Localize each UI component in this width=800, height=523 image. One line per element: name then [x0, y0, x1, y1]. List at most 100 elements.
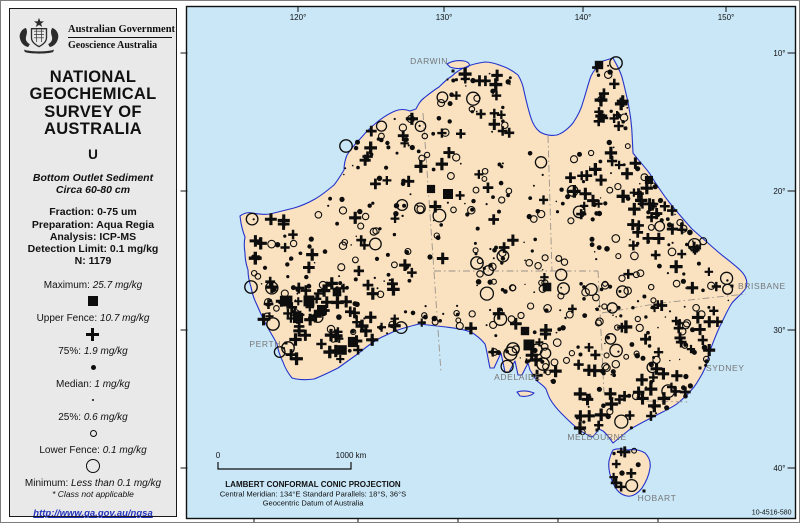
sample-plus: [362, 151, 373, 162]
sample-tiny-dot: [492, 257, 495, 260]
sample-dot: [638, 190, 642, 195]
sample-circle-large: [604, 333, 617, 345]
sample-circle-large: [265, 281, 279, 295]
sample-plus: [667, 205, 678, 216]
sample-plus: [628, 240, 639, 251]
sample-plus: [574, 410, 587, 422]
sample-tiny-dot: [589, 166, 591, 168]
sample-tiny-dot: [610, 172, 612, 175]
sample-plus: [531, 369, 543, 381]
sample-dot: [473, 241, 477, 245]
sample-dot: [667, 243, 671, 247]
sample-tiny-dot: [343, 173, 345, 176]
lat-label: 10°: [773, 49, 785, 58]
sample-plus: [653, 347, 664, 357]
sample-plus: [249, 235, 262, 247]
sample-plus: [248, 251, 262, 265]
sample-circle-small: [587, 149, 595, 157]
sample-plus: [604, 387, 617, 400]
sample-tiny-dot: [532, 184, 535, 187]
sample-circle-small: [697, 310, 706, 319]
city-label-melbourne: MELBOURNE: [567, 432, 626, 442]
sample-dot: [270, 286, 277, 293]
sample-plus: [435, 157, 448, 171]
sample-plus: [667, 382, 676, 392]
sample-dot: [409, 144, 415, 151]
sample-dot: [498, 180, 504, 186]
sample-circle-small: [552, 338, 562, 347]
sample-dot: [376, 175, 383, 181]
sample-dot: [582, 313, 588, 318]
sample-tiny-dot: [612, 314, 614, 317]
sample-circle-small: [505, 187, 513, 195]
sample-plus: [417, 318, 426, 327]
sample-circle-small: [603, 352, 610, 359]
sample-circle-small: [647, 223, 655, 231]
sample-plus: [604, 146, 618, 160]
sample-tiny-dot: [464, 202, 466, 205]
sample-dot: [560, 325, 566, 331]
sample-circle-small: [631, 447, 638, 454]
sample-dot: [308, 236, 314, 242]
sample-circle-small: [250, 269, 258, 277]
map-title: NATIONAL GEOCHEMICAL SURVEY OF AUSTRALIA: [29, 68, 157, 138]
sample-plus: [309, 309, 322, 323]
sample-dot: [386, 272, 391, 277]
sample-plus: [359, 154, 371, 166]
sample-square-maximum: [426, 184, 436, 194]
sample-plus: [366, 287, 379, 300]
sample-plus: [491, 90, 502, 101]
sample-plus: [594, 93, 608, 107]
sample-dot: [470, 207, 475, 212]
sample-plus: [458, 67, 472, 81]
sample-plus: [489, 108, 499, 118]
sample-tiny-dot: [355, 235, 358, 238]
sample-circle-small: [350, 328, 357, 336]
sample-plus: [405, 112, 418, 125]
symbol-legend: Maximum: 25.7 mg/kg Upper Fence: 10.7 mg…: [14, 275, 172, 489]
sample-dot: [490, 88, 496, 94]
sample-circle-small: [452, 153, 461, 162]
sample-circle-large: [719, 271, 734, 285]
sample-plus: [671, 370, 683, 382]
sample-circle-small: [650, 297, 657, 304]
sample-dot: [606, 335, 610, 340]
sample-circle-small: [404, 247, 412, 256]
sample-tiny-dot: [523, 241, 525, 244]
sample-tiny-dot: [595, 307, 597, 310]
sample-dot: [612, 451, 616, 456]
sample-circle-small: [635, 323, 644, 333]
sample-circle-small: [437, 98, 446, 108]
sample-square-maximum: [523, 339, 535, 351]
sample-tiny-dot: [680, 342, 682, 345]
sample-tiny-dot: [344, 167, 347, 170]
sample-dot: [701, 288, 705, 293]
sample-tiny-dot: [685, 287, 687, 289]
sample-square-maximum: [303, 295, 315, 307]
sample-circle-large: [245, 212, 259, 226]
lon-label: 140°: [575, 13, 592, 22]
sample-plus: [595, 174, 607, 186]
sample-dot: [594, 211, 599, 216]
sample-tiny-dot: [633, 188, 636, 191]
sample-plus: [568, 304, 577, 314]
figure-number: 10-4516-580: [752, 510, 792, 517]
sample-plus: [621, 167, 633, 180]
sample-plus: [643, 198, 656, 210]
sample-dot: [438, 319, 443, 323]
map-frame: [185, 5, 797, 520]
sample-plus: [492, 307, 505, 320]
sample-dot: [335, 221, 339, 226]
sample-dot: [629, 426, 634, 430]
sample-plus: [362, 279, 374, 291]
ngsa-url-link[interactable]: http://www.ga.gov.au/ngsa: [33, 508, 153, 520]
sample-type-subtitle: Bottom Outlet Sediment Circa 60-80 cm: [32, 172, 154, 197]
sample-plus: [507, 234, 519, 246]
sample-plus: [650, 250, 661, 260]
sample-dot: [304, 274, 309, 280]
sample-plus: [580, 201, 589, 210]
sample-dot: [589, 236, 595, 242]
sample-circle-large: [534, 156, 548, 169]
sample-dot: [596, 73, 601, 77]
